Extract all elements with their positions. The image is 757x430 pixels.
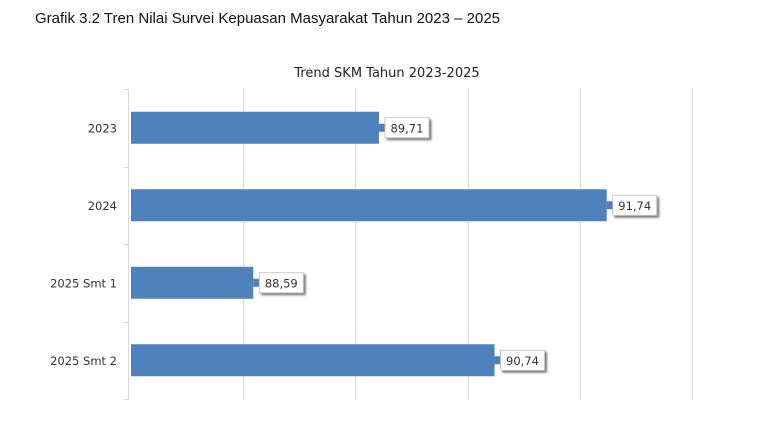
data-labels: 89,71 91,74 88,59 90,74 [253,117,658,371]
data-label-marker [494,356,501,365]
data-label: 88,59 [265,276,298,290]
bar [131,111,379,144]
data-label-marker [253,278,260,287]
bar [131,189,607,222]
bar [131,266,254,299]
data-label-box [258,272,304,294]
data-label-marker [378,123,385,132]
data-label: 90,74 [506,354,539,368]
figure-caption: Grafik 3.2 Tren Nilai Survei Kepuasan Ma… [35,10,500,27]
data-label: 91,74 [618,199,651,213]
bar [131,344,495,377]
category-label: 2025 Smt 1 [50,276,117,290]
data-label-box [500,349,545,371]
data-label-box [384,117,430,139]
data-label: 89,71 [390,121,423,135]
category-label: 2023 [88,121,117,135]
data-label-marker [606,201,613,210]
category-label: 2025 Smt 2 [50,354,117,368]
data-label-box [612,194,658,216]
category-axis: 2023 2024 2025 Smt 1 2025 Smt 2 [50,89,129,400]
category-label: 2024 [88,199,117,213]
bars [131,111,607,377]
chart-title: Trend SKM Tahun 2023-2025 [293,66,479,81]
